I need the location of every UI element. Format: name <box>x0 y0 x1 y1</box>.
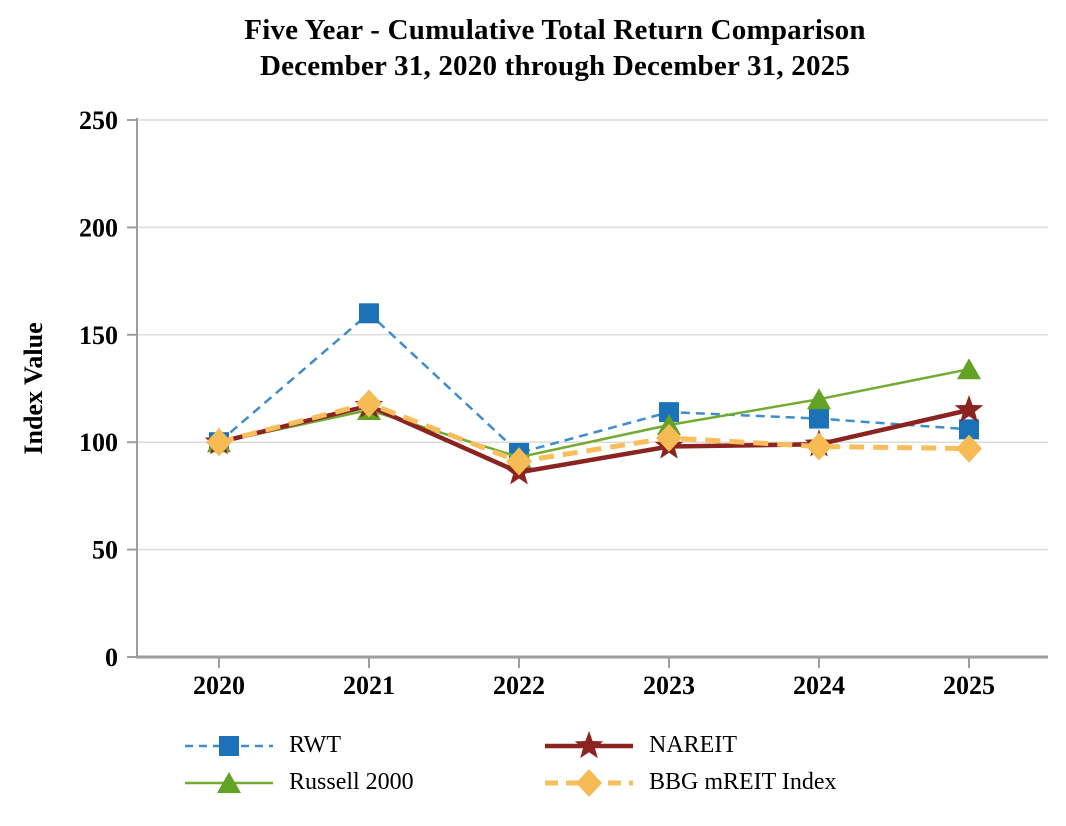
legend-label-bbg-mreit-index: BBG mREIT Index <box>649 769 837 795</box>
legend: RWT NAREIT Russell 2000 BBG mREIT Index <box>183 727 837 801</box>
series-line-nareit <box>218 403 970 475</box>
marker-bbg-mreit-index-2020 <box>206 428 232 457</box>
chart-title-line2: December 31, 2020 through December 31, 2… <box>259 50 851 82</box>
legend-marker-bbg-mreit-index-icon <box>576 768 602 797</box>
marker-bbg-mreit-index-2021 <box>356 389 382 418</box>
legend-label-russell-2000: Russell 2000 <box>289 769 414 795</box>
y-tick-label: 250 <box>79 106 118 135</box>
y-tick-label: 150 <box>79 321 118 350</box>
x-tick-label: 2022 <box>493 671 545 700</box>
nareit-legend-marker <box>545 730 633 758</box>
marker-bbg-mreit-index-2022 <box>506 447 532 476</box>
x-tick-label: 2025 <box>943 671 995 700</box>
marker-rwt-2021 <box>359 303 379 324</box>
x-tick-label: 2023 <box>643 671 695 700</box>
legend-item-nareit: NAREIT <box>543 728 837 764</box>
legend-item-russell-2000: Russell 2000 <box>183 765 543 801</box>
marker-bbg-mreit-index-2025 <box>956 434 982 463</box>
x-tick-label: 2021 <box>343 671 395 700</box>
x-tick-label: 2024 <box>793 671 845 700</box>
y-axis-title: Index Value <box>19 322 48 454</box>
legend-marker-rwt-icon <box>219 735 239 756</box>
marker-rwt-2023 <box>659 402 679 423</box>
y-tick-label: 200 <box>79 213 118 242</box>
marker-russell-2000-2025 <box>957 358 981 380</box>
y-tick-label: 100 <box>79 428 118 457</box>
legend-item-bbg-mreit-index: BBG mREIT Index <box>543 765 837 801</box>
y-tick-label: 0 <box>105 643 118 672</box>
bbg-mreit-index-legend-marker <box>545 768 633 797</box>
rwt-legend-marker <box>185 735 273 756</box>
marker-bbg-mreit-index-2023 <box>656 423 682 452</box>
legend-label-rwt: RWT <box>289 732 341 758</box>
x-tick-label: 2020 <box>193 671 245 700</box>
marker-rwt-2024 <box>809 408 829 429</box>
legend-item-rwt: RWT <box>183 728 543 764</box>
series-line-rwt <box>218 311 970 455</box>
series-line-bbg-mreit-index <box>218 400 970 465</box>
legend-label-nareit: NAREIT <box>649 732 737 758</box>
y-tick-label: 50 <box>92 536 118 565</box>
series-line-russell-2000 <box>218 367 970 459</box>
chart-title-line1: Five Year - Cumulative Total Return Comp… <box>244 14 866 46</box>
marker-russell-2000-2024 <box>807 388 831 410</box>
marker-rwt-2025 <box>959 419 979 440</box>
legend-marker-russell-2000-icon <box>217 771 241 793</box>
legend-marker-nareit-icon <box>574 730 604 758</box>
russell-2000-legend-marker <box>185 771 273 793</box>
marker-bbg-mreit-index-2024 <box>806 432 832 461</box>
marker-nareit-2025 <box>954 395 984 423</box>
